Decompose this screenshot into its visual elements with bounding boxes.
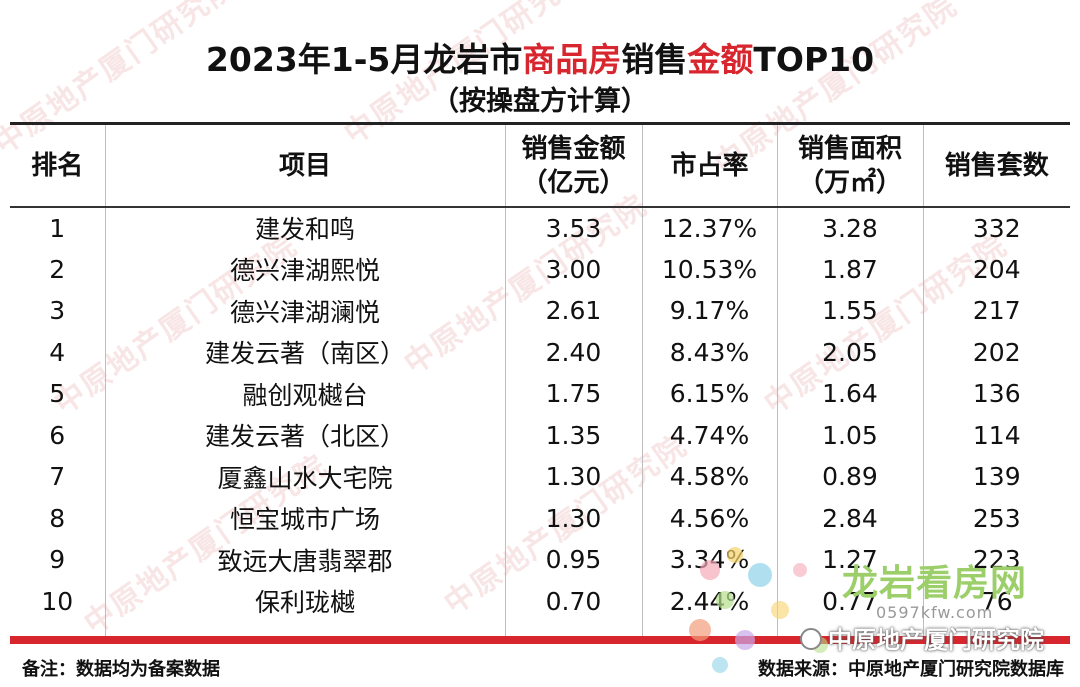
- cell-units: 253: [922, 497, 1070, 539]
- brand-logo: 龙岩看房网: [842, 563, 1028, 604]
- cell-units: 217: [922, 290, 1070, 332]
- cell-area: 2.05: [776, 331, 923, 373]
- header-share: 市占率: [641, 125, 777, 208]
- header-area: 销售面积 （万㎡）: [776, 125, 923, 208]
- cell-amount: 2.61: [504, 290, 642, 332]
- cell-rank: 10: [41, 586, 74, 616]
- cell-share: 2.44%: [641, 580, 777, 622]
- cell-area: 1.27: [776, 539, 923, 581]
- title-main: 2023年1-5月龙岩市商品房销售金额TOP10: [205, 40, 875, 79]
- cell-units: 136: [922, 373, 1070, 415]
- table-row: 2 德兴津湖熙悦 3.00 10.53% 1.87 204: [10, 248, 1070, 290]
- cell-area: 0.89: [776, 456, 923, 498]
- title-highlight-amount: 金额: [687, 40, 754, 79]
- cell-rank: 1: [49, 213, 66, 243]
- cell-rank: 3: [49, 296, 66, 326]
- cell-rank: 5: [49, 379, 66, 409]
- header-project: 项目: [104, 125, 505, 208]
- table-header-row: 排名 项目 销售金额 （亿元） 市占率 销售面积 （万㎡） 销售套数: [10, 125, 1070, 208]
- cell-share: 9.17%: [641, 290, 777, 332]
- cell-units: 223: [922, 539, 1070, 581]
- wechat-account-label: 中原地产厦门研究院: [800, 620, 1044, 655]
- table-row: 9 致远大唐翡翠郡 0.95 3.34% 1.27 223: [10, 539, 1070, 581]
- table-row: 5 融创观樾台 1.75 6.15% 1.64 136: [10, 373, 1070, 415]
- cell-rank: 8: [49, 503, 66, 533]
- cell-units: 139: [922, 456, 1070, 498]
- cell-project: 恒宝城市广场: [104, 497, 505, 539]
- cell-project: 致远大唐翡翠郡: [104, 539, 505, 581]
- cell-amount: 1.30: [504, 456, 642, 498]
- cell-project: 建发和鸣: [104, 207, 505, 249]
- cell-project: 厦鑫山水大宅院: [104, 456, 505, 498]
- cell-rank: 2: [49, 254, 66, 284]
- footer-note: 备注：数据均为备案数据: [22, 659, 220, 680]
- cell-project: 建发云著（北区）: [104, 414, 505, 456]
- table-row: 8 恒宝城市广场 1.30 4.56% 2.84 253: [10, 497, 1070, 539]
- cell-share: 4.58%: [641, 456, 777, 498]
- cell-amount: 2.40: [504, 331, 642, 373]
- cell-amount: 1.35: [504, 414, 642, 456]
- cell-area: 1.05: [776, 414, 923, 456]
- wechat-icon: [800, 628, 822, 650]
- brand-url: 0597kfw.com: [876, 603, 994, 622]
- cell-project: 融创观樾台: [104, 373, 505, 415]
- cell-amount: 1.30: [504, 497, 642, 539]
- footer-source: 数据来源：中原地产厦门研究院数据库: [758, 659, 1064, 680]
- table-row: 10 保利珑樾 0.70 2.44% 0.77 76: [10, 580, 1070, 622]
- cell-share: 8.43%: [641, 331, 777, 373]
- cell-area: 1.64: [776, 373, 923, 415]
- table-row: 3 德兴津湖澜悦 2.61 9.17% 1.55 217: [10, 290, 1070, 332]
- header-amount: 销售金额 （亿元）: [504, 125, 642, 208]
- cell-amount: 3.00: [504, 248, 642, 290]
- cell-area: 3.28: [776, 207, 923, 249]
- table-row: 4 建发云著（南区） 2.40 8.43% 2.05 202: [10, 331, 1070, 373]
- cell-share: 4.74%: [641, 414, 777, 456]
- cell-area: 1.87: [776, 248, 923, 290]
- cell-amount: 0.70: [504, 580, 642, 622]
- cell-area: 2.84: [776, 497, 923, 539]
- cell-units: 204: [922, 248, 1070, 290]
- title-highlight-product: 商品房: [522, 40, 622, 79]
- cell-share: 3.34%: [641, 539, 777, 581]
- ranking-table: 排名 项目 销售金额 （亿元） 市占率 销售面积 （万㎡） 销售套数 1 建发和鸣 3.…: [10, 125, 1070, 644]
- cell-share: 4.56%: [641, 497, 777, 539]
- table-row: 6 建发云著（北区） 1.35 4.74% 1.05 114: [10, 414, 1070, 456]
- cell-project: 德兴津湖熙悦: [104, 248, 505, 290]
- cell-rank: 6: [49, 420, 66, 450]
- cell-share: 6.15%: [641, 373, 777, 415]
- cell-units: 202: [922, 331, 1070, 373]
- cell-area: 1.55: [776, 290, 923, 332]
- cell-share: 12.37%: [641, 207, 777, 249]
- top-divider: [10, 122, 1070, 125]
- cell-units: 76: [922, 580, 1070, 622]
- bottom-divider: [10, 636, 1070, 644]
- cell-amount: 3.53: [504, 207, 642, 249]
- cell-project: 建发云著（南区）: [104, 331, 505, 373]
- cell-rank: 9: [49, 545, 66, 575]
- cell-units: 114: [922, 414, 1070, 456]
- table-row: 7 厦鑫山水大宅院 1.30 4.58% 0.89 139: [10, 456, 1070, 498]
- table-row: 1 建发和鸣 3.53 12.37% 3.28 332: [10, 207, 1070, 249]
- cell-amount: 1.75: [504, 373, 642, 415]
- cell-amount: 0.95: [504, 539, 642, 581]
- title-subtitle: （按操盘方计算）: [432, 86, 648, 117]
- cell-rank: 7: [49, 462, 66, 492]
- cell-share: 10.53%: [641, 248, 777, 290]
- cell-units: 332: [922, 207, 1070, 249]
- cell-project: 保利珑樾: [104, 580, 505, 622]
- header-units: 销售套数: [922, 125, 1070, 208]
- cell-rank: 4: [49, 337, 66, 367]
- cell-project: 德兴津湖澜悦: [104, 290, 505, 332]
- page-title: 2023年1-5月龙岩市商品房销售金额TOP10 （按操盘方计算）: [0, 38, 1080, 122]
- header-rank: 排名: [10, 125, 105, 208]
- cell-area: 0.77: [776, 580, 923, 622]
